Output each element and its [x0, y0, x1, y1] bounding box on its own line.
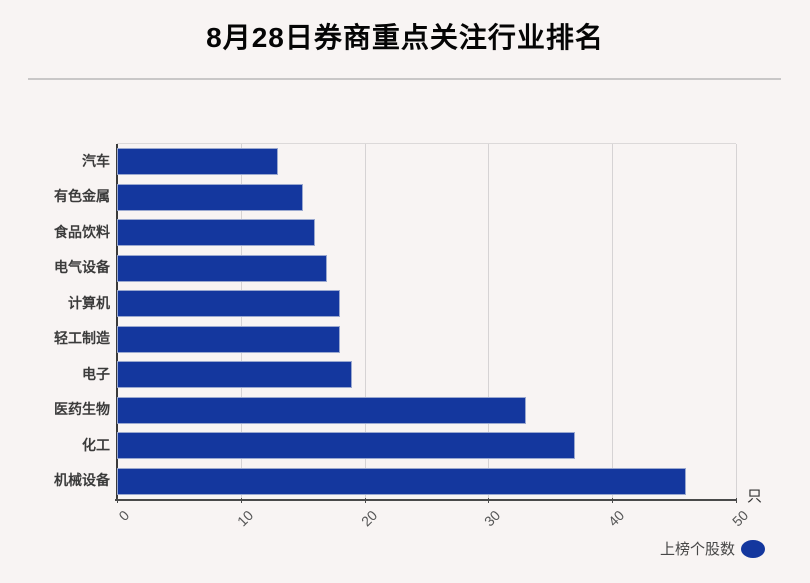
bar-电气设备	[117, 254, 328, 282]
gridline-x-40	[612, 144, 614, 499]
bar-电子	[117, 361, 353, 388]
x-tick-40	[612, 498, 614, 503]
y-axis-line	[116, 144, 118, 499]
x-tick-20	[364, 498, 366, 503]
category-label-计算机: 计算机	[68, 294, 110, 311]
bar-轻工制造	[117, 325, 340, 353]
x-axis-unit-label: 只	[747, 488, 763, 505]
bar-食品饮料	[117, 219, 316, 246]
bar-汽车	[117, 148, 278, 175]
chart-title: 8月28日券商重点关注行业排名	[206, 22, 604, 53]
plot-area	[115, 143, 737, 501]
bar-有色金属	[117, 183, 303, 211]
gridline-x-30	[488, 144, 490, 499]
bar-医药生物	[117, 396, 526, 424]
x-tick-10	[240, 498, 242, 503]
legend: 上榜个股数	[660, 538, 766, 559]
x-tick-label-10: 10	[233, 507, 257, 530]
legend-label: 上榜个股数	[660, 541, 736, 558]
title-divider	[28, 78, 781, 80]
x-tick-30	[488, 498, 490, 503]
x-tick-label-40: 40	[605, 507, 628, 530]
gridline-x-50	[736, 144, 737, 499]
category-label-汽车: 汽车	[82, 152, 110, 169]
legend-marker-ellipse	[741, 539, 766, 558]
gridline-x-20	[364, 144, 366, 499]
x-tick-50	[736, 498, 737, 503]
gridline-x-10	[240, 144, 242, 499]
category-label-医药生物: 医药生物	[54, 401, 110, 418]
bar-化工	[117, 432, 576, 459]
category-label-电气设备: 电气设备	[54, 259, 110, 276]
x-tick-label-0: 0	[115, 507, 133, 524]
x-tick-0	[117, 498, 118, 503]
x-tick-label-50: 50	[728, 507, 752, 530]
x-tick-label-20: 20	[357, 507, 380, 530]
category-label-有色金属: 有色金属	[54, 188, 110, 205]
category-label-机械设备: 机械设备	[54, 472, 110, 489]
category-label-化工: 化工	[82, 436, 110, 453]
bar-机械设备	[117, 467, 687, 495]
category-label-食品饮料: 食品饮料	[54, 223, 110, 240]
category-label-电子: 电子	[82, 365, 110, 382]
bar-计算机	[117, 290, 340, 317]
x-tick-label-30: 30	[481, 507, 504, 530]
x-axis-line	[115, 499, 737, 501]
category-label-轻工制造: 轻工制造	[54, 330, 110, 347]
